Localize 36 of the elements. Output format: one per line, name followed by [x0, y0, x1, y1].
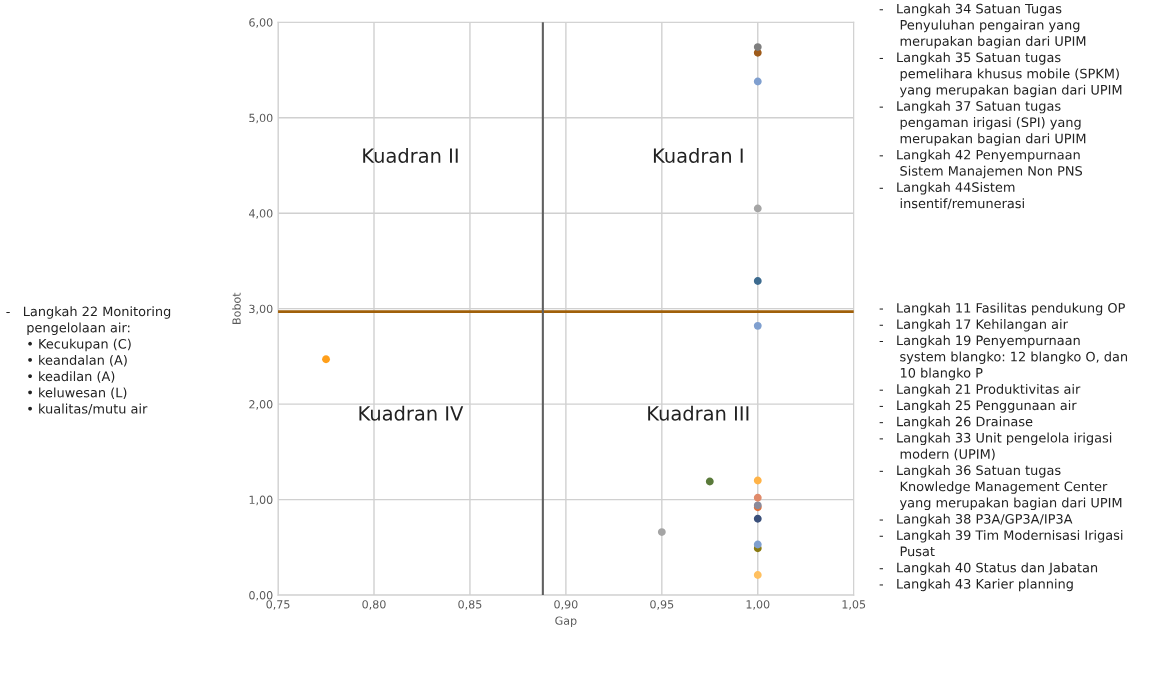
text: - Langkah 11 Fasilitas pendukung OP - Langkah 17 Kehilangan air - Langkah 19 Penyempurnaan system blangko: 12 blangko O, dan 10 blangko P - Langkah 21 Produktivitas air - Langkah 25 Penggunaan air - Langkah 26 Drainase - Langkah 33 Unit pengelola irigasi modern (UPIM) - Langkah 36 Satuan tugas Knowledge Management Center yang merupakan bagian dari UPIM - Langkah 38 P3A/GP3A/IP3A - Langkah 39 Tim Modernisasi Irigasi Pusat - Langkah 40 Status dan Jabatan - Langkah 43 Karier planning — [879, 302, 1128, 592]
x-tick-label: 0,80 — [362, 600, 386, 610]
point — [322, 355, 330, 364]
y-tick-label: 0,00 — [249, 591, 273, 601]
point — [753, 514, 762, 523]
x-tick-label: 1,00 — [746, 600, 770, 610]
annotation: Kuadran II — [363, 147, 458, 163]
text: - Langkah 34 Satuan Tugas Penyuluhan pengairan yang merupakan bagian dari UPIM - Langkah 35 Satuan tugas pemelihara khusus mobile (SPKM) yang merupakan bagian dari UPIM - Langkah 37 Satuan tugas pengaman irigasi (SPI) yang merupakan bagian dari UPIM - Langkah 42 Penyempurnaan Sistem Manajemen Non PNS - Langkah 44Sistem insentif/remunerasi — [879, 3, 1122, 210]
point — [753, 277, 762, 285]
text: - Langkah 22 Monitoring pengelolaan air: • Kecukupan (C) • keandalan (A) • keadilan (A) • keluwesan (L) • kualitas/mutu air — [6, 306, 171, 415]
y-tick-label: 6,00 — [249, 18, 273, 28]
point — [753, 571, 762, 579]
y-tick-label: 4,00 — [249, 209, 273, 219]
y-tick-label: 1,00 — [249, 495, 273, 506]
annotation: Kuadran IV — [359, 405, 464, 421]
point — [753, 321, 762, 330]
x-tick-label: 0,90 — [554, 600, 578, 610]
point — [753, 540, 762, 549]
point — [753, 43, 762, 52]
x-tick-label: 0,95 — [650, 600, 674, 610]
point — [705, 477, 714, 486]
y-tick-label: 5,00 — [249, 113, 273, 124]
point — [753, 493, 762, 502]
point — [657, 528, 666, 536]
point — [753, 204, 762, 213]
annotation: Kuadran I — [653, 147, 743, 163]
y-tick-label: 2,00 — [249, 400, 273, 410]
point — [753, 476, 762, 485]
x-tick-label: 0,85 — [458, 600, 482, 610]
x-axis-title: Gap — [555, 616, 577, 627]
y-axis-title: Bobot — [232, 292, 241, 324]
x-tick-label: 1,05 — [842, 600, 866, 610]
x-tick-label: 0,75 — [266, 600, 290, 610]
y-tick-label: 3,00 — [249, 304, 273, 315]
point — [753, 77, 762, 86]
annotation: Kuadran III — [648, 405, 749, 421]
